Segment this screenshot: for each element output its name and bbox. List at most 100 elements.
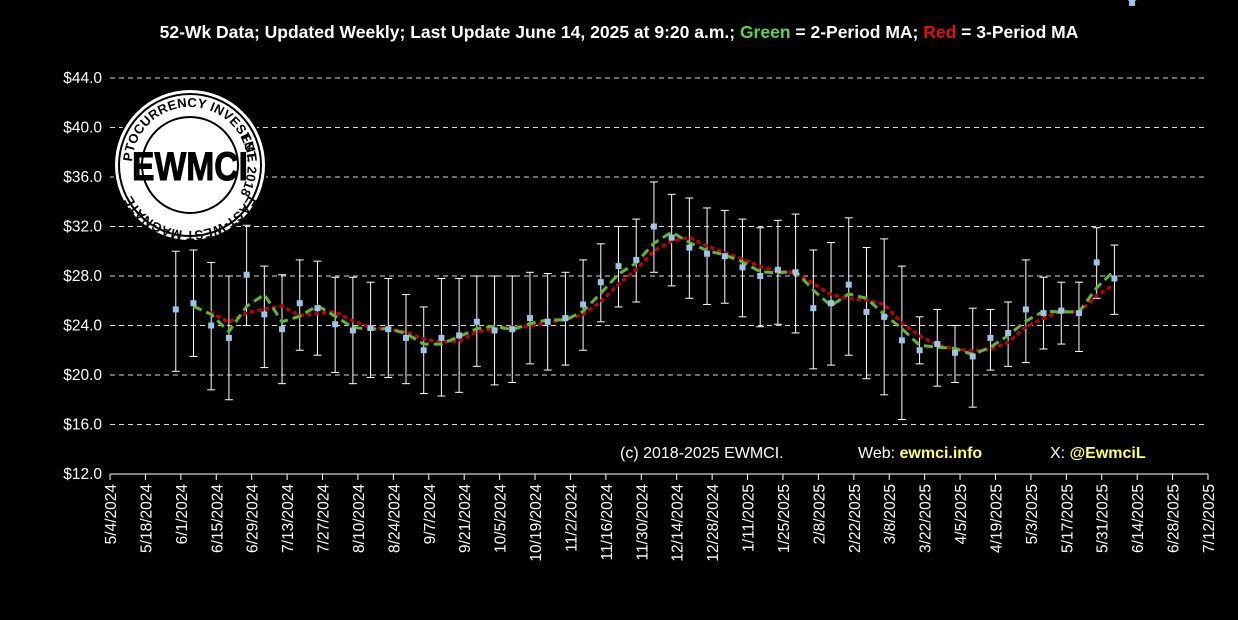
price-point	[385, 326, 392, 333]
x-tick-label: 8/10/2024	[351, 484, 368, 553]
footer-web: Web: ewmci.info	[858, 445, 982, 462]
price-point	[1129, 0, 1136, 6]
x-tick-label: 11/30/2024	[634, 484, 651, 561]
error-bars	[171, 0, 1137, 421]
price-point	[279, 326, 286, 333]
title-part1: 52-Wk Data; Updated Weekly; Last Update …	[160, 22, 740, 42]
x-tick-label: 6/1/2024	[174, 484, 191, 545]
ewmci-logo: CRYPTOCURRENCY INVESTMENTS EST. 2018 EAS…	[113, 88, 267, 243]
footer-copyright: (c) 2018-2025 EWMCI.	[620, 445, 784, 462]
x-tick-label: 3/22/2025	[918, 484, 935, 553]
x-tick-label: 5/18/2024	[138, 484, 155, 553]
x-tick-label: 5/17/2025	[1059, 484, 1076, 553]
ma3-line	[209, 235, 1117, 353]
y-tick-label: $28.0	[63, 268, 102, 285]
price-point	[314, 305, 321, 312]
price-point	[845, 281, 852, 288]
price-point	[668, 234, 675, 241]
y-tick-label: $12.0	[63, 466, 102, 483]
x-tick-label: 6/14/2025	[1130, 484, 1147, 553]
price-point	[934, 341, 941, 348]
footer-x: X: @EwmciL	[1050, 445, 1146, 462]
price-point	[1111, 275, 1118, 282]
x-tick-label: 3/8/2025	[882, 484, 899, 544]
y-tick-label: $20.0	[63, 367, 102, 384]
price-point	[526, 315, 533, 322]
x-tick-label: 1/25/2025	[776, 484, 793, 553]
price-point	[1005, 329, 1012, 336]
price-point	[792, 269, 799, 276]
price-point	[403, 334, 410, 341]
title-red-word: Red	[923, 22, 956, 42]
x-tick-label: 2/22/2025	[847, 484, 864, 553]
price-point	[633, 256, 640, 263]
x-tick-label: 12/28/2024	[705, 484, 722, 562]
price-point	[208, 322, 215, 329]
price-point	[810, 305, 817, 312]
price-point	[544, 318, 551, 325]
chart-title: 52-Wk Data; Updated Weekly; Last Update …	[160, 22, 1079, 42]
price-point	[739, 264, 746, 271]
footer-x-value: @EwmciL	[1070, 445, 1146, 462]
price-point	[456, 332, 463, 339]
logo-ring-line	[118, 93, 262, 237]
x-tick-label: 10/19/2024	[528, 484, 545, 562]
y-axis: $12.0 $16.0 $20.0 $24.0 $28.0 $32.0 $36.0 $40.0…	[63, 70, 102, 483]
price-point	[828, 300, 835, 307]
price-point	[296, 300, 303, 307]
x-tick-label: 2/8/2025	[811, 484, 828, 544]
title-green-word: Green	[740, 22, 791, 42]
price-point	[190, 300, 197, 307]
price-point	[1040, 310, 1047, 317]
price-point	[863, 308, 870, 315]
logo-inner-ring	[141, 116, 239, 214]
x-tick-label: 10/5/2024	[493, 484, 510, 553]
price-point	[774, 266, 781, 273]
price-point	[349, 327, 356, 334]
x-tick-label: 7/12/2025	[1201, 484, 1218, 553]
x-tick-label: 9/21/2024	[457, 484, 474, 553]
price-point	[580, 301, 587, 308]
price-point	[420, 347, 427, 354]
price-point	[881, 313, 888, 320]
price-point	[438, 334, 445, 341]
title-part2: = 2-Period MA;	[791, 22, 924, 42]
x-tick-label: 9/7/2024	[422, 484, 439, 545]
price-point	[597, 279, 604, 286]
logo-center-text: EWMCI	[132, 145, 248, 189]
logo-ring-right-text: EST. 2018	[237, 131, 259, 199]
x-tick-label: 12/14/2024	[670, 484, 687, 562]
x-tick-label: 5/31/2025	[1095, 484, 1112, 553]
y-tick-label: $36.0	[63, 169, 102, 186]
price-point	[172, 306, 179, 313]
price-point	[615, 263, 622, 270]
price-point	[473, 318, 480, 325]
x-tick-label: 7/27/2024	[316, 484, 333, 553]
price-point	[757, 273, 764, 279]
x-tick-label: 1/11/2025	[741, 484, 758, 552]
price-point	[367, 324, 374, 331]
x-tick-label: 11/2/2024	[563, 484, 580, 552]
price-point	[243, 271, 250, 278]
price-point	[1093, 259, 1100, 266]
ma2-line	[192, 230, 1116, 357]
x-tick-label: 4/19/2025	[988, 484, 1005, 553]
price-point	[332, 321, 339, 328]
x-axis: 5/4/2024 5/18/2024 6/1/2024 6/15/2024 6/29/2…	[103, 473, 1218, 562]
x-tick-label: 8/24/2024	[386, 484, 403, 553]
x-tick-label: 4/5/2025	[953, 484, 970, 544]
price-point	[987, 334, 994, 341]
x-tick-label: 6/29/2024	[245, 484, 262, 553]
price-point	[225, 334, 232, 341]
price-point	[686, 244, 693, 251]
price-point	[562, 315, 569, 322]
x-tick-label: 6/15/2024	[209, 484, 226, 553]
y-tick-label: $24.0	[63, 318, 102, 335]
price-point	[916, 347, 923, 354]
x-tick-label: 11/16/2024	[599, 484, 616, 561]
price-point	[650, 223, 657, 230]
price-point	[1022, 306, 1029, 313]
price-point	[1058, 307, 1065, 314]
price-point	[952, 349, 959, 356]
